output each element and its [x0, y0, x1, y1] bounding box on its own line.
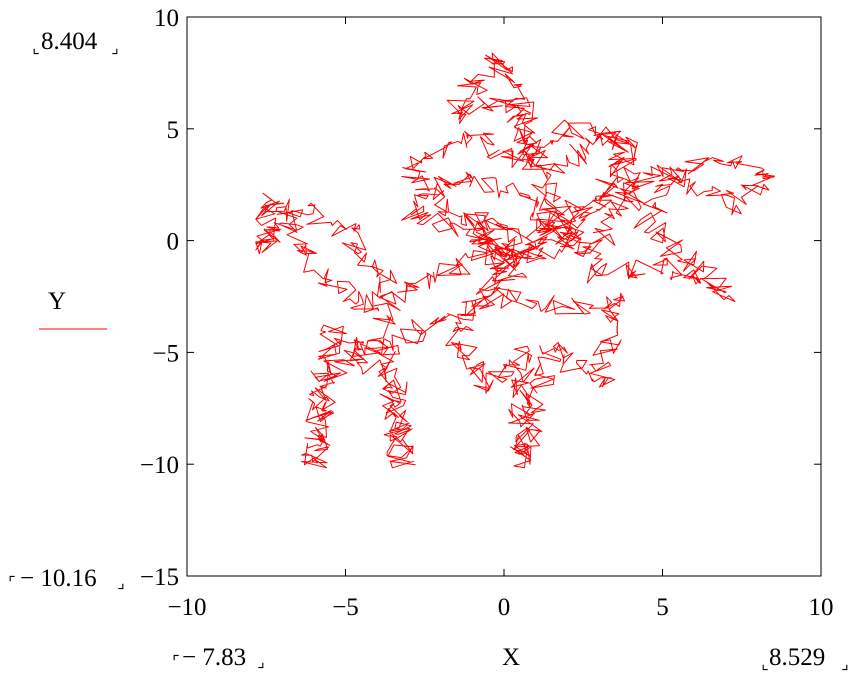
axis-ticks: −10 −5 0 5 10 −15 −10 −5 0 5 10	[140, 5, 834, 621]
y-tick-label: −10	[140, 452, 179, 479]
y-tick-label: −5	[152, 340, 179, 367]
x-tick-label: 0	[498, 594, 511, 621]
x-data-min-bracket-right: ⌟	[257, 654, 265, 671]
axis-labels: 8.404⌞ ⌟− 10.16⌜ ⌟− 7.83⌜ ⌟ 8.529⌞ ⌟	[8, 28, 849, 673]
x-axis-label: X	[502, 644, 520, 671]
x-tick-label: −5	[332, 594, 359, 621]
y-data-min-bracket-right: ⌟	[117, 575, 125, 592]
y-tick-label: −15	[140, 564, 179, 591]
x-tick-label: −10	[167, 594, 206, 621]
y-data-min-label: − 10.16	[20, 565, 97, 592]
x-data-max-bracket-left: ⌞	[761, 656, 769, 673]
x-data-min-bracket-left: ⌜	[172, 654, 180, 671]
y-data-max-label: 8.404	[41, 28, 98, 55]
y-data-max-bracket-left: ⌞	[32, 40, 40, 57]
trajectory-line	[255, 52, 775, 469]
y-tick-label: 0	[167, 229, 180, 256]
x-data-max-bracket-right: ⌟	[841, 656, 849, 673]
x-data-min-label: − 7.83	[182, 644, 246, 671]
y-data-min-bracket-left: ⌜	[8, 575, 16, 592]
x-data-max-label: 8.529	[769, 644, 825, 671]
y-tick-label: 10	[154, 5, 179, 32]
x-tick-label: 5	[656, 594, 669, 621]
y-tick-label: 5	[167, 117, 180, 144]
trajectory-series	[255, 52, 775, 469]
y-data-max-bracket-right: ⌟	[111, 40, 119, 57]
x-tick-label: 10	[809, 594, 834, 621]
legend-label: Y	[48, 288, 66, 315]
